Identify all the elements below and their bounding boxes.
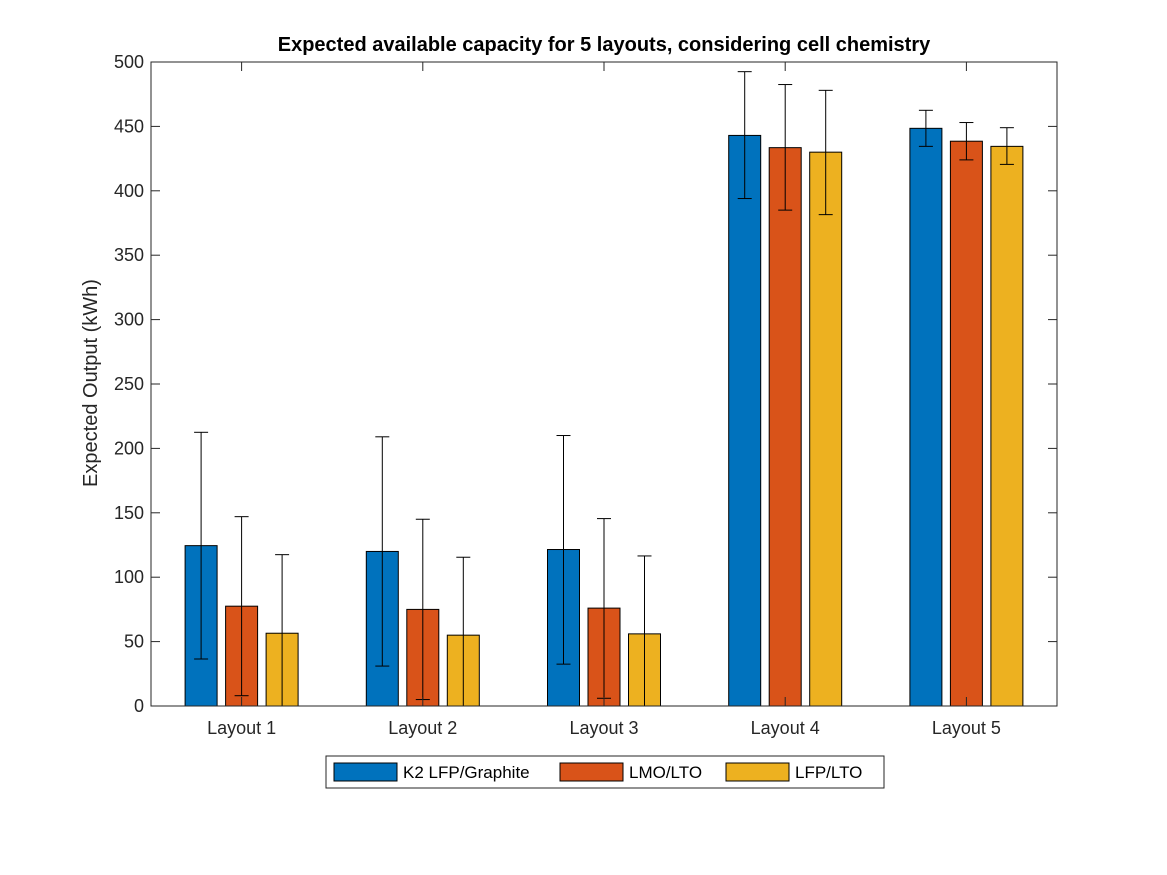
errorbar-k2-lfp-graphite-layout-5 [918,109,933,147]
bar-lfp-lto-layout-5 [990,145,1024,707]
y-tick-label: 450 [114,116,144,136]
legend-entry: K2 LFP/Graphite [333,762,530,782]
bar-lmo-lto-layout-4 [768,147,802,707]
y-tick-label: 150 [114,503,144,523]
y-tick-label: 400 [114,181,144,201]
errorbars-layer [194,71,1014,706]
x-tick-label: Layout 2 [388,718,457,738]
errorbar-lfp-lto-layout-1 [275,554,290,706]
errorbar-lfp-lto-layout-4 [818,89,833,216]
y-tick-label: 250 [114,374,144,394]
bar-k2-lfp-graphite-layout-5 [909,127,943,707]
legend-swatch [725,762,790,782]
legend: K2 LFP/Graphite LMO/LTO LFP/LTO [325,755,885,789]
bar-k2-lfp-graphite-layout-4 [728,134,762,707]
legend-label: LFP/LTO [795,763,862,782]
bar-lmo-lto-layout-5 [949,140,983,707]
legend-entry: LFP/LTO [725,762,862,782]
legend-entry: LMO/LTO [559,762,702,782]
y-tick-label: 200 [114,438,144,458]
x-tick-label: Layout 3 [569,718,638,738]
legend-label: LMO/LTO [629,763,702,782]
errorbar-k2-lfp-graphite-layout-1 [194,431,209,660]
y-axis-label: Expected Output (kWh) [80,279,102,487]
errorbar-lmo-lto-layout-5 [959,122,974,161]
errorbar-lfp-lto-layout-3 [637,555,652,706]
y-tick-label: 0 [134,696,144,716]
errorbar-k2-lfp-graphite-layout-2 [375,436,390,667]
errorbar-lfp-lto-layout-5 [999,127,1014,165]
legend-swatch [333,762,398,782]
legend-label: K2 LFP/Graphite [403,763,530,782]
legend-swatch [559,762,624,782]
y-tick-label: 50 [124,632,144,652]
errorbar-lmo-lto-layout-1 [234,516,249,697]
errorbar-lfp-lto-layout-2 [456,556,471,706]
errorbar-k2-lfp-graphite-layout-3 [556,435,571,665]
bar-lfp-lto-layout-4 [809,151,843,707]
x-tick-label: Layout 5 [932,718,1001,738]
errorbar-k2-lfp-graphite-layout-4 [737,71,752,200]
y-tick-label: 350 [114,245,144,265]
y-tick-label: 100 [114,567,144,587]
y-tick-label: 500 [114,52,144,72]
axes-layer: 0 50 100 150 200 250 300 350 400 450 500 Layout 1 La… [114,52,1058,738]
x-tick-label: Layout 1 [207,718,276,738]
x-tick-label: Layout 4 [751,718,820,738]
y-tick-label: 300 [114,310,144,330]
errorbar-lmo-lto-layout-4 [778,84,793,211]
chart-title: Expected available capacity for 5 layout… [278,34,931,56]
